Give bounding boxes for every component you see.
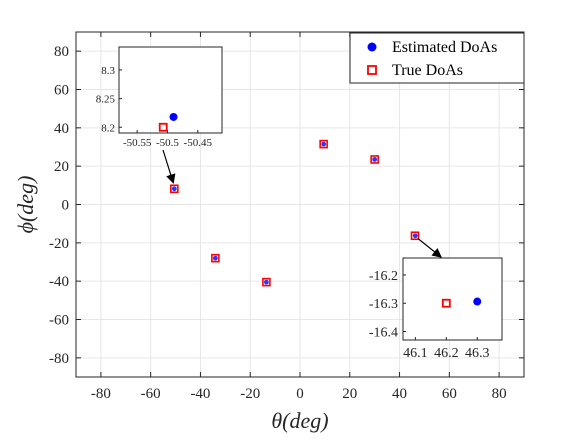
estimated-doa-point	[412, 233, 418, 239]
inset1-y-tick-label: 8.3	[101, 65, 115, 77]
x-tick-label: -20	[240, 386, 260, 402]
inset2-arrow	[417, 238, 442, 258]
inset1-arrow	[162, 149, 176, 184]
legend-estimated-marker	[367, 42, 377, 52]
estimated-doa-point	[212, 255, 218, 261]
x-tick-label: -60	[141, 386, 161, 402]
x-tick-label: 0	[296, 386, 304, 402]
x-tick-label: -40	[190, 386, 210, 402]
y-tick-label: -40	[49, 274, 69, 290]
inset1-x-tick-label: -50.5	[156, 137, 179, 149]
x-tick-label: 20	[342, 386, 357, 402]
legend-box	[349, 32, 525, 84]
true-doa-point	[441, 298, 451, 308]
y-tick-label: 20	[54, 159, 69, 175]
inset2-y-tick-label: -16.4	[369, 326, 398, 341]
inset1-y-tick-label: 8.25	[96, 94, 116, 106]
x-tick-label: 80	[492, 386, 507, 402]
estimated-doa-point	[171, 186, 177, 192]
inset1-x-tick-label: -50.55	[123, 137, 152, 149]
legend-label: Estimated DoAs	[392, 39, 497, 56]
y-axis-title: ϕ(deg)	[13, 176, 38, 234]
estimated-doa-point	[169, 112, 178, 121]
inset1-x-tick-label: -50.45	[184, 137, 213, 149]
inset1-y-tick-label: 8.2	[101, 122, 115, 134]
estimated-doa-point	[264, 279, 269, 285]
y-tick-label: -20	[49, 236, 69, 252]
true-doa-point	[158, 122, 168, 132]
x-tick-label: 40	[392, 386, 407, 402]
estimated-doa-point	[473, 297, 482, 306]
x-tick-label: 60	[442, 386, 457, 402]
inset2-x-tick-label: 46.2	[434, 346, 459, 361]
legend-label: True DoAs	[392, 62, 463, 79]
y-tick-label: 40	[54, 121, 69, 137]
estimated-doa-point	[372, 157, 378, 162]
y-tick-label: 60	[54, 83, 69, 99]
inset2-x-tick-label: 46.3	[465, 346, 490, 361]
legend-true-marker	[367, 65, 377, 75]
y-tick-label: -60	[49, 313, 69, 329]
x-axis-title: θ(deg)	[271, 408, 328, 433]
inset2-y-tick-label: -16.2	[369, 269, 398, 284]
y-tick-label: 0	[62, 198, 70, 214]
y-tick-label: -80	[49, 351, 69, 367]
inset2-x-tick-label: 46.1	[403, 346, 428, 361]
inset2-y-tick-label: -16.3	[369, 297, 398, 312]
x-tick-label: -80	[91, 386, 111, 402]
inset2-frame	[402, 257, 503, 341]
y-tick-label: 80	[54, 44, 69, 60]
estimated-doa-point	[321, 141, 327, 147]
inset1-frame	[118, 46, 223, 134]
